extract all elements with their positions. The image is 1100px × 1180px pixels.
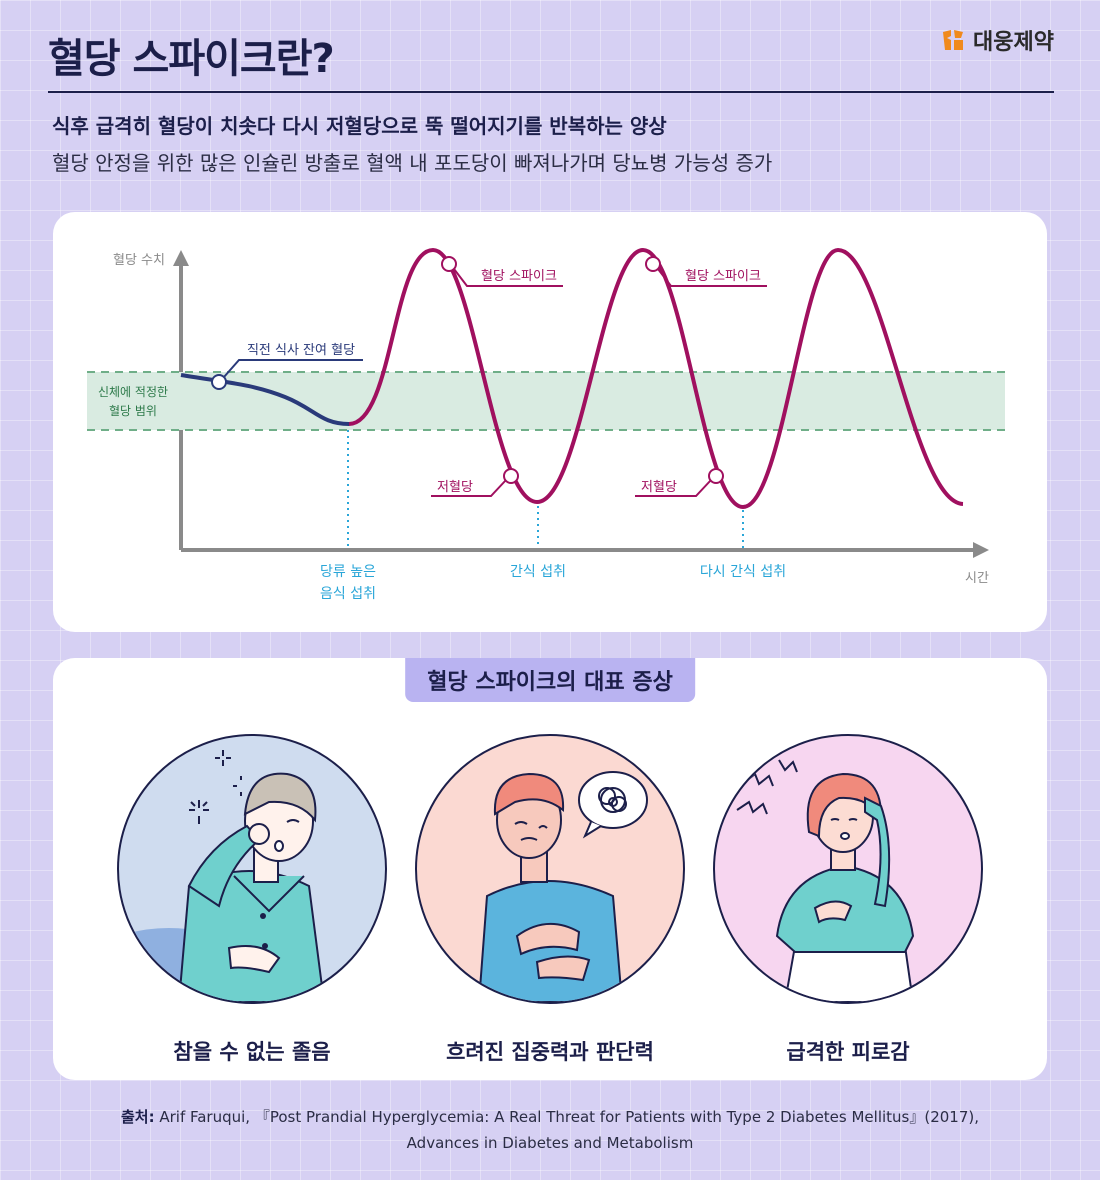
symptom-concentration: 흐려진 집중력과 판단력 [415, 734, 685, 1066]
brand-name: 대웅제약 [973, 30, 1054, 55]
hypo-1-marker [503, 468, 519, 484]
y-axis-arrow [173, 250, 189, 266]
tired-woman-icon [736, 759, 915, 1002]
spike-1-label: 혈당 스파이크 [481, 269, 557, 284]
fatigue-illustration [713, 734, 983, 1004]
event-label-3: 다시 간식 섭취 [700, 564, 786, 580]
spike-1-marker [441, 256, 457, 272]
x-axis-arrow [973, 542, 989, 558]
event-label-1-line2: 음식 섭취 [320, 586, 376, 602]
hypo-1-leader [431, 479, 507, 497]
source-prefix: 출처: [120, 1108, 155, 1126]
blood-sugar-chart: 혈당 수치 시간 신체에 적정한 혈당 범위 당류 높은 음식 섭취 간식 섭취… [87, 247, 1005, 602]
spike-2-leader [657, 268, 767, 287]
source-line1: Arif Faruqui, 『Post Prandial Hyperglycem… [154, 1108, 980, 1126]
hypo-2-leader [635, 479, 712, 497]
page-title: 혈당 스파이크란? [48, 36, 335, 82]
symptom-label-drowsiness: 참을 수 없는 졸음 [173, 1040, 331, 1064]
symptom-label-fatigue: 급격한 피로감 [786, 1040, 910, 1064]
confused-man-icon [477, 771, 648, 1002]
band-label-line1: 신체에 적정한 [98, 385, 168, 399]
symptoms-title: 혈당 스파이크의 대표 증상 [405, 658, 695, 702]
symptom-label-concentration: 흐려진 집중력과 판단력 [446, 1040, 654, 1064]
residual-leader [223, 359, 363, 378]
hypo-1-label: 저혈당 [437, 480, 473, 495]
subtitle-primary: 식후 급격히 혈당이 치솟다 다시 저혈당으로 뚝 떨어지기를 반복하는 양상 [52, 114, 667, 138]
source-line2: Advances in Diabetes and Metabolism [406, 1134, 694, 1152]
drowsiness-illustration [117, 734, 387, 1004]
hypo-2-label: 저혈당 [641, 480, 677, 495]
subtitle-secondary: 혈당 안정을 위한 많은 인슐린 방출로 혈액 내 포도당이 빠져나가며 당뇨병… [52, 151, 773, 175]
spike-2-label: 혈당 스파이크 [685, 269, 761, 284]
y-axis-label: 혈당 수치 [113, 253, 165, 268]
residual-label: 직전 식사 잔여 혈당 [247, 343, 355, 358]
title-divider [48, 91, 1054, 93]
symptoms-card: 혈당 스파이크의 대표 증상 [53, 658, 1047, 1080]
residual-marker [211, 374, 227, 390]
drowsy-man-icon [119, 750, 326, 1002]
spike-glucose-curve [348, 247, 964, 510]
hypo-2-marker [708, 468, 724, 484]
brand-logo: 대웅제약 [939, 24, 1054, 56]
symptom-fatigue: 급격한 피로감 [713, 734, 983, 1066]
optimal-range-band [87, 372, 1005, 430]
band-label-line2: 혈당 범위 [109, 404, 157, 418]
symptom-drowsiness: 참을 수 없는 졸음 [117, 734, 387, 1066]
blood-sugar-chart-card: 혈당 수치 시간 신체에 적정한 혈당 범위 당류 높은 음식 섭취 간식 섭취… [53, 212, 1047, 632]
source-citation: 출처: Arif Faruqui, 『Post Prandial Hypergl… [0, 1104, 1100, 1156]
spike-2-marker [645, 256, 661, 272]
concentration-illustration [415, 734, 685, 1004]
event-label-2: 간식 섭취 [510, 564, 566, 580]
brand-logo-icon [943, 30, 964, 50]
spike-1-leader [453, 268, 563, 287]
event-label-1-line1: 당류 높은 [320, 564, 376, 580]
x-axis-label: 시간 [965, 571, 989, 586]
